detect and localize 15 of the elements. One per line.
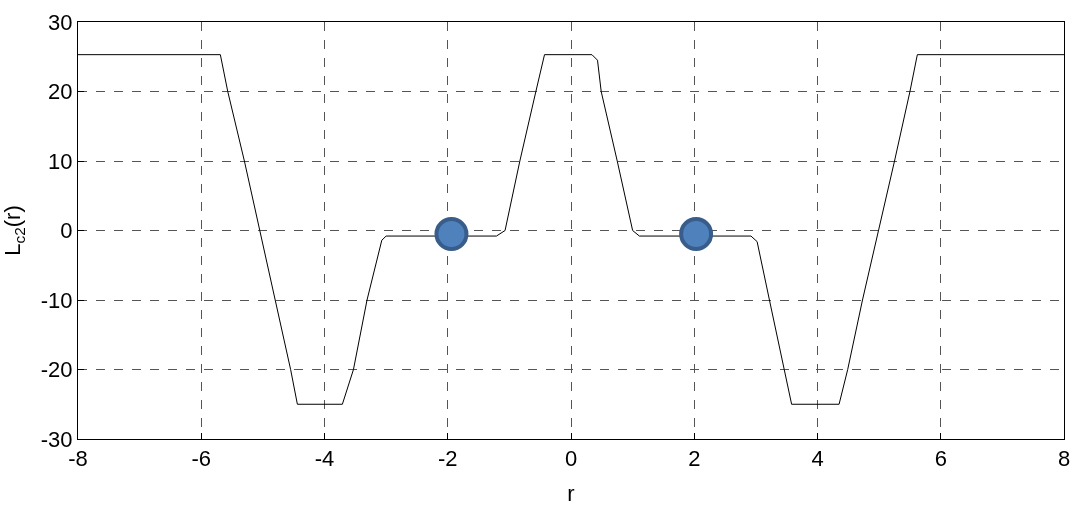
y-tick-label: 20 bbox=[48, 79, 73, 105]
y-tick-label: 30 bbox=[48, 9, 73, 35]
x-tick-label: 0 bbox=[564, 446, 578, 472]
x-tick-label: -6 bbox=[191, 446, 212, 472]
x-tick-label: 2 bbox=[688, 446, 701, 472]
x-tick-label: -4 bbox=[314, 446, 335, 472]
y-tick-label: 0 bbox=[60, 218, 73, 244]
x-tick-label: -2 bbox=[437, 446, 458, 472]
y-tick-label: -20 bbox=[40, 357, 73, 383]
x-tick-label: 6 bbox=[934, 446, 947, 472]
y-tick-label: 10 bbox=[48, 148, 73, 174]
x-tick-label: 4 bbox=[811, 446, 824, 472]
y-tick-label: -10 bbox=[40, 287, 73, 313]
x-tick-label: 8 bbox=[1057, 446, 1071, 472]
x-axis-title: r bbox=[567, 481, 575, 507]
